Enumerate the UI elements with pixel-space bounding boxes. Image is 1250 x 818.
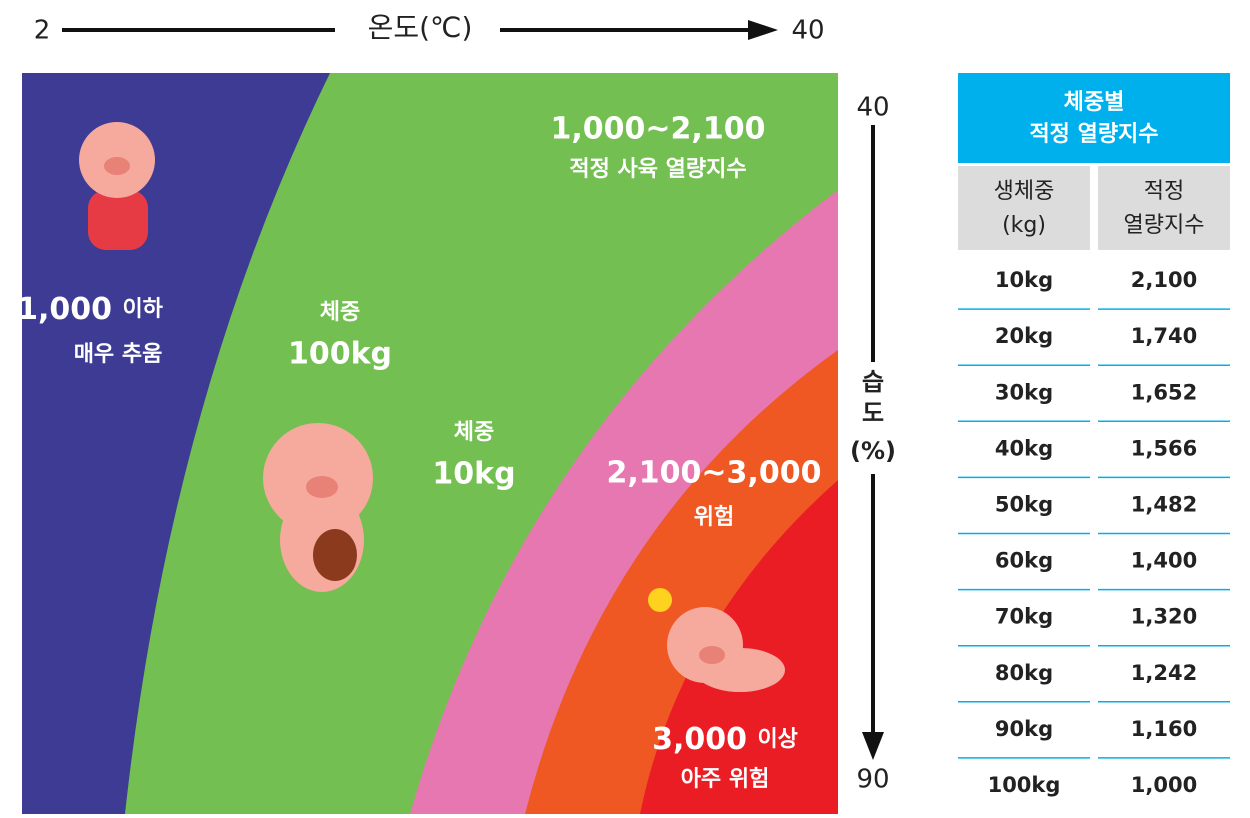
zone-range: 1,000~2,100 <box>551 112 766 147</box>
table-title-bg <box>958 73 1230 163</box>
table-cell: 20kg <box>995 324 1053 348</box>
table-cell: 1,242 <box>1131 661 1197 685</box>
humidity-label: 습 <box>862 368 884 396</box>
table-cell: 70kg <box>995 605 1053 629</box>
table-header: 생체중 <box>994 179 1055 204</box>
temp-max: 40 <box>791 16 824 46</box>
weight-label: 체중 <box>454 420 494 445</box>
humidity-bottom: 90 <box>856 765 889 795</box>
infographic: 2 온도(℃) 40 1,000 이하 매우 추움 1,000~2,100 적정… <box>0 0 1250 814</box>
table-cell: 1,160 <box>1131 717 1197 741</box>
table-cell: 1,652 <box>1131 380 1197 404</box>
arrow-head <box>862 732 884 760</box>
temp-min: 2 <box>34 16 51 46</box>
table-header: 적정 <box>1144 179 1184 204</box>
table-cell: 40kg <box>995 436 1053 460</box>
weight-value: 10kg <box>432 457 515 492</box>
table-body: 10kg 2,100 20kg 1,740 30kg 1,652 40kg 1,566 50kg… <box>958 268 1230 797</box>
table-cell: 100kg <box>988 773 1061 797</box>
table-cell: 1,320 <box>1131 605 1197 629</box>
table-cell: 60kg <box>995 549 1053 573</box>
zone-range: 3,000 이상 <box>652 722 798 757</box>
zone-desc: 아주 위험 <box>681 766 770 792</box>
temp-label: 온도(℃) <box>368 11 473 44</box>
table-cell: 1,566 <box>1131 436 1197 460</box>
humidity-label: 도 <box>862 399 884 427</box>
table-cell: 1,740 <box>1131 324 1197 348</box>
table-cell: 1,482 <box>1131 492 1197 516</box>
table-cell: 50kg <box>995 492 1053 516</box>
pig-cold <box>79 122 155 250</box>
humidity-label: (%) <box>850 437 896 465</box>
zone-desc: 적정 사육 열량지수 <box>569 157 746 182</box>
zone-range: 2,100~3,000 <box>607 456 822 491</box>
zone-desc: 매우 추움 <box>74 342 163 367</box>
weight-value: 100kg <box>288 337 392 372</box>
table-cell: 2,100 <box>1131 268 1197 292</box>
table-cell: 80kg <box>995 661 1053 685</box>
table-cell: 90kg <box>995 717 1053 741</box>
table-title: 적정 열량지수 <box>1029 122 1158 147</box>
table-title: 체중별 <box>1064 90 1125 115</box>
arrow-head <box>748 20 778 40</box>
table-header: (kg) <box>1002 213 1046 238</box>
humidity-top: 40 <box>856 93 889 123</box>
table-cell: 30kg <box>995 380 1053 404</box>
table-cell: 1,400 <box>1131 549 1197 573</box>
zone-desc: 위험 <box>694 504 734 530</box>
table-cell: 1,000 <box>1131 773 1197 797</box>
zone-range: 1,000 이하 <box>17 292 164 327</box>
weight-label: 체중 <box>320 300 360 325</box>
table-cell: 10kg <box>995 268 1053 292</box>
table-header: 열량지수 <box>1124 213 1205 238</box>
